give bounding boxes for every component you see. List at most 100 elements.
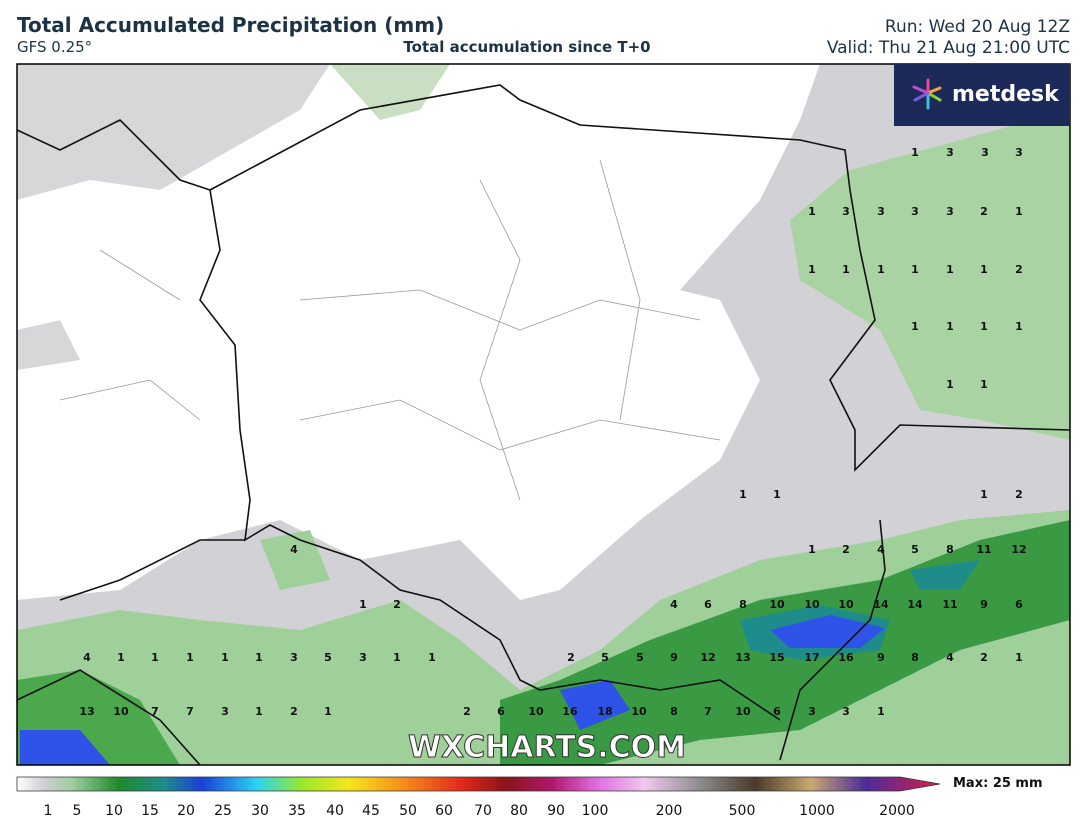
map-label: 3 [842,705,850,718]
logo: metdesk [952,82,1060,107]
map-labels: 1 3 3 31 3 3 3 3 2 11 1 1 1 1 1 21 1 1 11 11 1 1 24 1 2 4 5 8 11 121 2… [79,146,1026,718]
map-label: 6 [497,705,505,718]
map-label: 10 [735,705,751,718]
colorbar-tick-label: 35 [288,803,306,819]
map-label: 1 [980,263,988,276]
map-label: 1 [946,378,954,391]
colorbar-tick-label: 90 [547,803,565,819]
colorbar-tick-label: 30 [251,803,269,819]
map-label: 13 [79,705,94,718]
map-label: 4 [83,651,91,664]
map-label: 1 [911,263,919,276]
map-label: 10 [769,598,785,611]
map-label: 3 [221,705,229,718]
map-label: 5 [636,651,644,664]
map-label: 1 [980,378,988,391]
map-label: 1 [393,651,401,664]
subtitle: Total accumulation since T+0 [403,38,650,56]
map-label: 10 [804,598,820,611]
colorbar-tick-label: 25 [214,803,232,819]
colorbar-tick-label: 100 [582,803,609,819]
map-label: 12 [700,651,715,664]
map-label: 1 [808,543,816,556]
map-label: 7 [704,705,712,718]
map-label: 3 [1015,146,1023,159]
colorbar-tick-label: 60 [435,803,453,819]
map-label: 3 [946,146,954,159]
model: GFS 0.25° [17,38,92,56]
map-label: 1 [946,263,954,276]
map-label: 2 [980,651,988,664]
map-label: 10 [113,705,129,718]
map-label: 10 [838,598,854,611]
map-label: 15 [769,651,784,664]
map-label: 1 [221,651,229,664]
map-label: 18 [597,705,612,718]
map-label: 8 [911,651,919,664]
map-label: 2 [1015,488,1023,501]
map-label: 1 [255,651,263,664]
colorbar-tick-label: 1000 [799,803,835,819]
run: Run: Wed 20 Aug 12Z [885,17,1070,37]
colorbar-tick-label: 50 [399,803,417,819]
map-label: 11 [976,543,991,556]
map-label: 3 [842,205,850,218]
map-label: 1 [151,651,159,664]
colorbar-tick-label: 10 [105,803,123,819]
map-label: 1 [946,320,954,333]
map-label: 9 [670,651,678,664]
map-label: 3 [359,651,367,664]
colorbar-tick-label: 2000 [879,803,915,819]
map-label: 7 [151,705,159,718]
colorbar-tick-label: 80 [510,803,528,819]
map-label: 5 [601,651,609,664]
map-label: 1 [911,146,919,159]
map-label: 12 [1011,543,1026,556]
map-label: 8 [739,598,747,611]
map-label: 1 [255,705,263,718]
colorbar [16,776,941,792]
colorbar-tick-label: 45 [362,803,380,819]
map-label: 3 [290,651,298,664]
map-label: 4 [877,543,885,556]
colorbar-tick-label: 15 [141,803,159,819]
map-label: 10 [528,705,544,718]
map-label: 6 [704,598,712,611]
map-label: 17 [804,651,819,664]
map-label: 2 [980,205,988,218]
map-label: 1 [980,488,988,501]
colorbar-max: Max: 25 mm [953,776,1043,791]
map-label: 9 [980,598,988,611]
colorbar-tick-label: 70 [474,803,492,819]
watermark: WXCHARTS.COM [408,730,686,765]
map-label: 10 [631,705,647,718]
map-frame [16,63,1071,766]
map-label: 2 [393,598,401,611]
map-label: 1 [911,320,919,333]
map-label: 3 [946,205,954,218]
map-label: 2 [567,651,575,664]
colorbar-tick-label: 5 [73,803,82,819]
map-label: 1 [773,488,781,501]
map-label: 4 [946,651,954,664]
map-label: 4 [670,598,678,611]
map-label: 5 [911,543,919,556]
map-label: 5 [324,651,332,664]
map [17,64,1070,765]
valid: Valid: Thu 21 Aug 21:00 UTC [827,38,1070,58]
map-label: 11 [942,598,957,611]
map-label: 1 [428,651,436,664]
map-label: 1 [877,705,885,718]
map-label: 3 [877,205,885,218]
map-label: 1 [186,651,194,664]
map-label: 1 [842,263,850,276]
map-label: 1 [117,651,125,664]
map-label: 1 [324,705,332,718]
map-label: 7 [186,705,194,718]
map-label: 1 [1015,205,1023,218]
colorbar-tick-label: 500 [729,803,756,819]
map-label: 4 [290,543,298,556]
map-label: 1 [877,263,885,276]
map-label: 3 [808,705,816,718]
